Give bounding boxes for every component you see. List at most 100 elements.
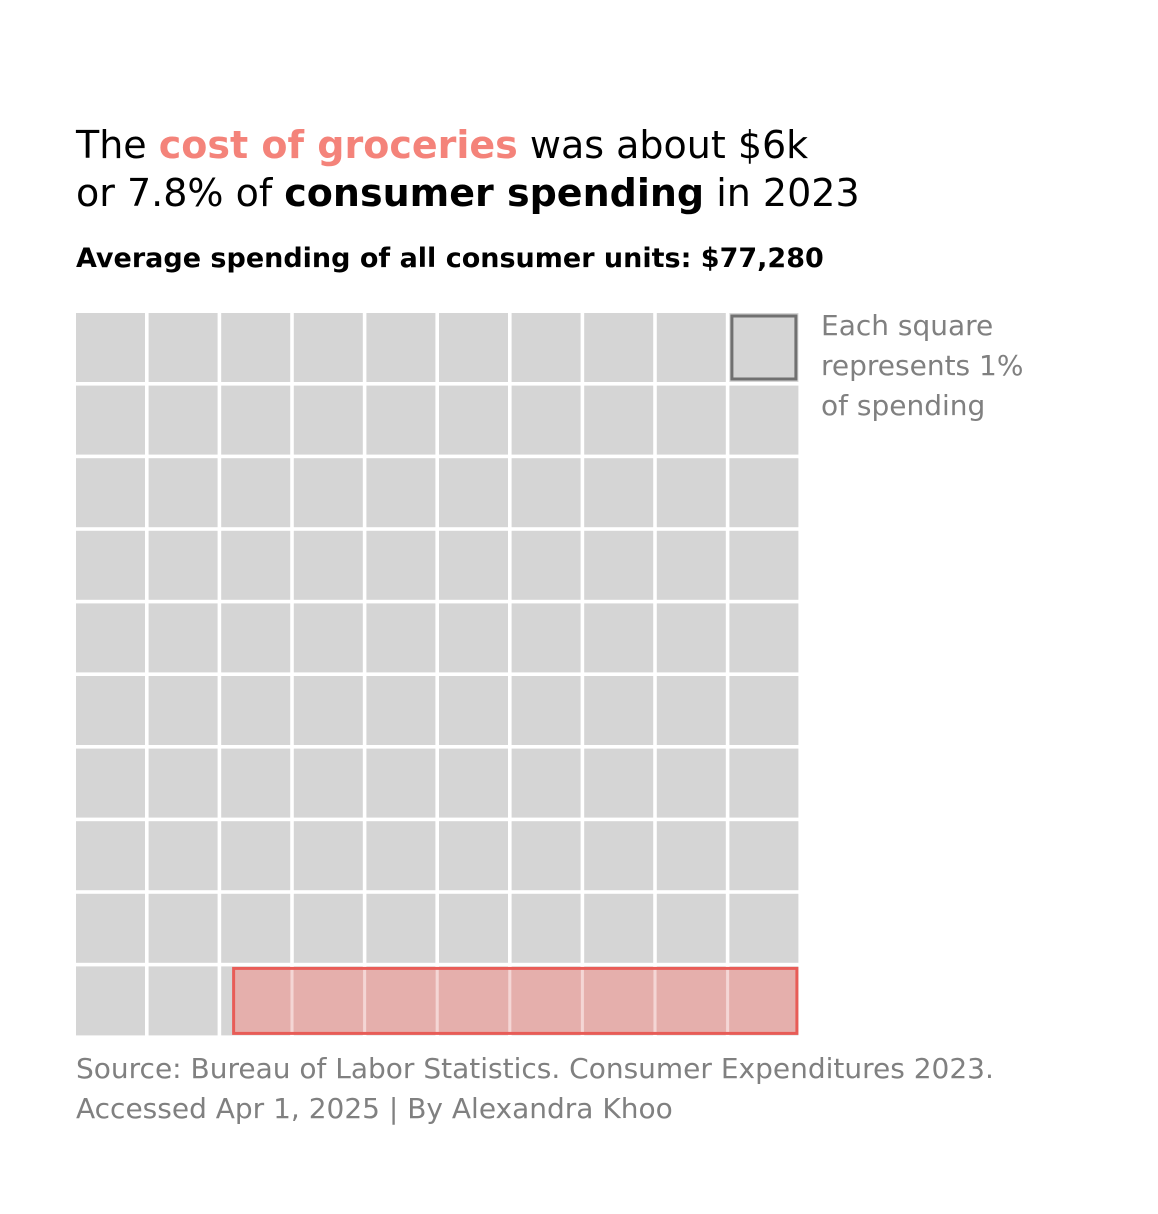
- waffle-square: [293, 676, 363, 745]
- waffle-square: [729, 748, 799, 818]
- waffle-square: [511, 385, 581, 455]
- waffle-square: [366, 893, 436, 963]
- waffle-square: [729, 458, 799, 528]
- waffle-square: [148, 313, 218, 382]
- waffle-square: [729, 603, 799, 673]
- waffle-square: [439, 458, 508, 528]
- waffle-square: [148, 530, 218, 600]
- waffle-square: [366, 748, 436, 818]
- waffle-square: [293, 530, 363, 600]
- waffle-square: [584, 821, 654, 891]
- waffle-square: [221, 821, 291, 891]
- waffle-square: [148, 821, 218, 891]
- waffle-square: [221, 458, 291, 528]
- waffle-square: [221, 385, 291, 455]
- waffle-square: [366, 676, 436, 745]
- waffle-square: [584, 676, 654, 745]
- legend-note-line-2: represents 1%: [821, 349, 1024, 382]
- waffle-square: [76, 821, 145, 891]
- waffle-square: [729, 676, 799, 745]
- waffle-square: [729, 313, 799, 382]
- waffle-square: [584, 458, 654, 528]
- waffle-square: [76, 458, 145, 528]
- waffle-square: [439, 821, 508, 891]
- waffle-square: [584, 385, 654, 455]
- source-line-2: Accessed Apr 1, 2025 | By Alexandra Khoo: [76, 1092, 673, 1125]
- waffle-square: [148, 748, 218, 818]
- waffle-square: [148, 676, 218, 745]
- waffle-square: [729, 385, 799, 455]
- waffle-square: [76, 676, 145, 745]
- waffle-square: [148, 966, 218, 1036]
- title-line-1: The cost of groceries was about $6k: [76, 123, 809, 167]
- waffle-square: [366, 313, 436, 382]
- waffle-square: [366, 458, 436, 528]
- waffle-square: [584, 893, 654, 963]
- waffle-square: [293, 458, 363, 528]
- waffle-square: [511, 458, 581, 528]
- waffle-square: [221, 748, 291, 818]
- waffle-square: [366, 821, 436, 891]
- waffle-square: [511, 530, 581, 600]
- waffle-square: [656, 676, 726, 745]
- waffle-square: [221, 893, 291, 963]
- waffle-square: [511, 893, 581, 963]
- waffle-square: [656, 530, 726, 600]
- title-highlight-groceries: cost of groceries: [158, 123, 518, 167]
- waffle-square: [729, 893, 799, 963]
- groceries-highlight-block: [232, 966, 799, 1035]
- waffle-square: [439, 385, 508, 455]
- waffle-square: [656, 385, 726, 455]
- waffle-square: [439, 676, 508, 745]
- waffle-square: [439, 313, 508, 382]
- waffle-square: [511, 821, 581, 891]
- legend-note-line-1: Each square: [821, 309, 994, 342]
- waffle-square: [221, 530, 291, 600]
- waffle-square: [584, 313, 654, 382]
- legend-note: Each square represents 1% of spending: [821, 306, 1101, 426]
- waffle-square: [511, 748, 581, 818]
- waffle-square: [656, 821, 726, 891]
- waffle-square: [76, 893, 145, 963]
- waffle-square: [148, 603, 218, 673]
- waffle-square: [76, 530, 145, 600]
- waffle-square: [729, 530, 799, 600]
- title-line-2: or 7.8% of consumer spending in 2023: [76, 171, 860, 215]
- waffle-square: [293, 313, 363, 382]
- waffle-square: [656, 603, 726, 673]
- waffle-square: [293, 603, 363, 673]
- waffle-square: [439, 603, 508, 673]
- chart-title: The cost of groceries was about $6k or 7…: [76, 121, 860, 217]
- waffle-square: [584, 748, 654, 818]
- waffle-square: [584, 603, 654, 673]
- waffle-square: [293, 821, 363, 891]
- waffle-chart: [76, 313, 799, 1036]
- waffle-square: [439, 748, 508, 818]
- waffle-square: [656, 458, 726, 528]
- waffle-square: [656, 748, 726, 818]
- waffle-square: [439, 530, 508, 600]
- waffle-square: [366, 385, 436, 455]
- source-line-1: Source: Bureau of Labor Statistics. Cons…: [76, 1052, 994, 1085]
- waffle-square: [729, 821, 799, 891]
- waffle-square: [584, 530, 654, 600]
- waffle-square: [76, 966, 145, 1036]
- waffle-square: [148, 893, 218, 963]
- waffle-square: [656, 313, 726, 382]
- waffle-square: [148, 458, 218, 528]
- waffle-square: [293, 385, 363, 455]
- waffle-square: [439, 893, 508, 963]
- chart-subtitle: Average spending of all consumer units: …: [76, 243, 824, 274]
- waffle-square: [511, 676, 581, 745]
- waffle-square: [221, 676, 291, 745]
- waffle-square: [293, 748, 363, 818]
- legend-note-line-3: of spending: [821, 389, 986, 422]
- waffle-square: [221, 603, 291, 673]
- waffle-square: [76, 603, 145, 673]
- waffle-square: [293, 893, 363, 963]
- waffle-square: [221, 313, 291, 382]
- waffle-square: [366, 603, 436, 673]
- waffle-square: [76, 313, 145, 382]
- waffle-square: [76, 385, 145, 455]
- source-note: Source: Bureau of Labor Statistics. Cons…: [76, 1049, 994, 1129]
